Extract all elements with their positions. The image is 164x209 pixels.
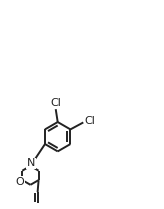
- Text: Cl: Cl: [50, 98, 61, 108]
- Text: N: N: [27, 158, 35, 168]
- Text: O: O: [15, 177, 24, 187]
- Text: Cl: Cl: [85, 116, 96, 126]
